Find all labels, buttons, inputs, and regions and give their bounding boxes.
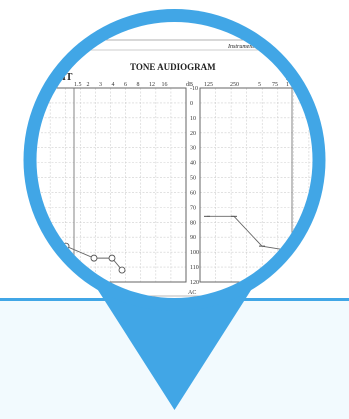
db-tick-label: 10 — [190, 116, 196, 122]
freq-tick-label: 75 — [272, 82, 278, 88]
db-tick-label: 20 — [190, 131, 196, 137]
db-tick-label: -10 — [190, 86, 198, 92]
curve-line — [207, 215, 313, 252]
freq-tick-label: 8 — [137, 82, 140, 88]
freq-tick-label: 6 — [124, 82, 127, 88]
right-ear-label: HT — [58, 72, 73, 83]
db-unit-label: dB — [186, 82, 193, 88]
db-tick-label: 120 — [190, 280, 199, 286]
curve-marker — [40, 239, 48, 247]
footer-row-label: AC — [188, 290, 196, 296]
db-tick-label: 60 — [190, 190, 196, 196]
freq-tick-label: 5 — [258, 82, 261, 88]
freq-tick-label: 2 — [87, 82, 90, 88]
db-tick-label: 50 — [190, 176, 196, 182]
audiogram-title: TONE AUDIOGRAM — [130, 62, 216, 72]
db-tick-label: 100 — [190, 250, 199, 256]
freq-tick-label: 125 — [204, 82, 213, 88]
left-ear-threshold-curve — [204, 215, 313, 252]
db-tick-label: 70 — [190, 205, 196, 211]
freq-tick-label: 4 — [112, 82, 115, 88]
db-scale-column: -10 0 10 20 30 40 50 60 70 80 90 100 110 120 — [190, 86, 199, 286]
curve-marker — [108, 254, 116, 262]
db-tick-label: 90 — [190, 235, 196, 241]
db-tick-label: 80 — [190, 220, 196, 226]
freq-tick-label: 1.5 — [74, 82, 82, 88]
curve-marker — [90, 254, 98, 262]
audiogram-photo: Instrument: TONE AUDIOGRAM HT LE -100102… — [36, 22, 313, 298]
freq-tick-label: 3 — [99, 82, 102, 88]
db-tick-label: 0 — [190, 101, 193, 107]
curve-marker — [118, 266, 126, 274]
freq-tick-label: 16 — [162, 82, 168, 88]
footer-rows: ACBCFF — [188, 290, 196, 296]
freq-tick-label: 1 — [286, 82, 289, 88]
db-tick-label: 40 — [190, 161, 196, 167]
db-tick-label: 30 — [190, 146, 196, 152]
db-tick-label: 110 — [190, 265, 199, 271]
freq-tick-label: 12 — [149, 82, 155, 88]
freq-tick-label: 250 — [230, 82, 239, 88]
instrument-label: Instrument: — [227, 44, 256, 50]
right-freq-ticks: 1.5 2 3 4 6 8 12 16 — [74, 82, 168, 88]
